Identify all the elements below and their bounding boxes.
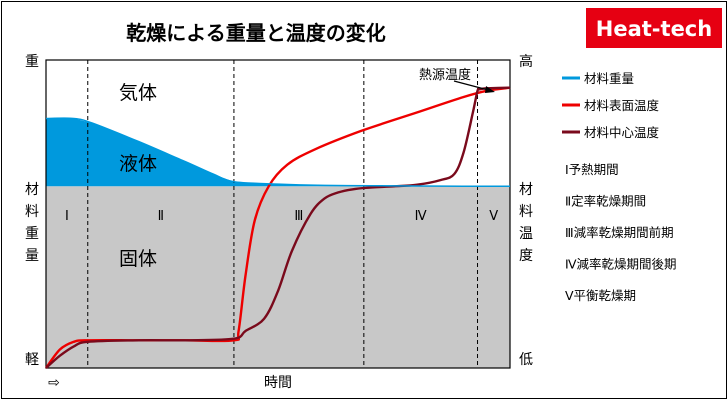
- solid-region-label: 固体: [119, 248, 157, 270]
- gas-region-label: 気体: [119, 82, 157, 104]
- phase-description-list: Ⅰ予熱期間 Ⅱ定率乾燥期間 Ⅲ減率乾燥期間前期 Ⅳ減率乾燥期間後期 Ⅴ平衡乾燥期: [565, 162, 677, 303]
- brand-badge: [586, 8, 722, 48]
- y-left-label-char: 材: [25, 182, 39, 198]
- y-right-label-char: 度: [519, 248, 533, 264]
- x-axis-label: 時間: [264, 375, 292, 391]
- phase-labels: Ⅰ Ⅱ Ⅲ Ⅳ Ⅴ: [65, 209, 498, 224]
- heat-source-annotation: 熱源温度: [419, 67, 471, 83]
- y-left-label-char: 量: [25, 248, 39, 264]
- phase-roman-label: Ⅲ: [294, 209, 303, 224]
- solid-region: [46, 186, 510, 368]
- series-line-center-temp: [45, 86, 511, 369]
- series-line-weight: [45, 117, 510, 188]
- y-left-bottom-label: 軽: [25, 352, 39, 368]
- series-lines: [45, 86, 511, 369]
- series-line-surface-temp: [45, 86, 511, 369]
- legend-label: 材料重量: [584, 71, 634, 86]
- phase-roman-label: Ⅱ: [158, 209, 164, 224]
- phase-boundaries: [87, 60, 479, 368]
- phase-description: Ⅰ予熱期間: [565, 162, 619, 177]
- brand-logo-text: Heat-tech: [596, 17, 712, 41]
- y-right-bottom-label: 低: [519, 352, 533, 368]
- annotation-arrowhead: [485, 86, 495, 93]
- y-right-top-label: 高: [519, 53, 533, 70]
- legend-label: 材料表面温度: [584, 98, 660, 113]
- chart-title: 乾燥による重量と温度の変化: [126, 21, 385, 45]
- phase-description: Ⅱ定率乾燥期間: [565, 194, 646, 209]
- liquid-region-label: 液体: [119, 153, 157, 175]
- phase-roman-label: Ⅴ: [489, 209, 498, 224]
- phase-description: Ⅳ減率乾燥期間後期: [565, 257, 677, 272]
- y-left-label-char: 料: [25, 204, 39, 220]
- y-right-label-char: 温: [519, 226, 533, 242]
- liquid-region: [46, 118, 510, 187]
- plot-frame: [45, 59, 511, 369]
- y-left-axis-label: 材料重量: [25, 182, 39, 264]
- y-right-label-char: 材: [519, 182, 533, 198]
- chart-svg: 乾燥による重量と温度の変化 Heat-tech 気体 液体 固体 Ⅰ Ⅱ Ⅲ Ⅳ Ⅴ 熱…: [25, 8, 722, 391]
- y-right-label-char: 料: [519, 204, 533, 220]
- phase-description: Ⅴ平衡乾燥期: [565, 288, 636, 303]
- phase-roman-label: Ⅰ: [65, 209, 69, 224]
- plot-regions: [46, 118, 510, 368]
- x-axis-arrow-icon: ⇨: [48, 375, 60, 391]
- phase-description: Ⅲ減率乾燥期間前期: [565, 225, 674, 240]
- phase-roman-label: Ⅳ: [415, 209, 427, 224]
- y-left-top-label: 重: [25, 54, 39, 70]
- y-left-label-char: 重: [25, 226, 39, 242]
- legend-label: 材料中心温度: [584, 125, 660, 140]
